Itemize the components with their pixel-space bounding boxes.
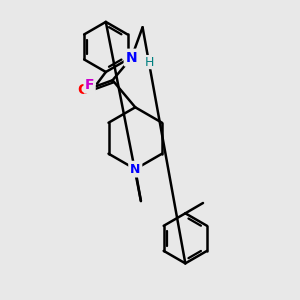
- Text: H: H: [145, 56, 154, 69]
- Text: O: O: [77, 83, 89, 97]
- Text: F: F: [85, 78, 94, 92]
- Text: N: N: [126, 51, 137, 65]
- Text: N: N: [130, 163, 140, 176]
